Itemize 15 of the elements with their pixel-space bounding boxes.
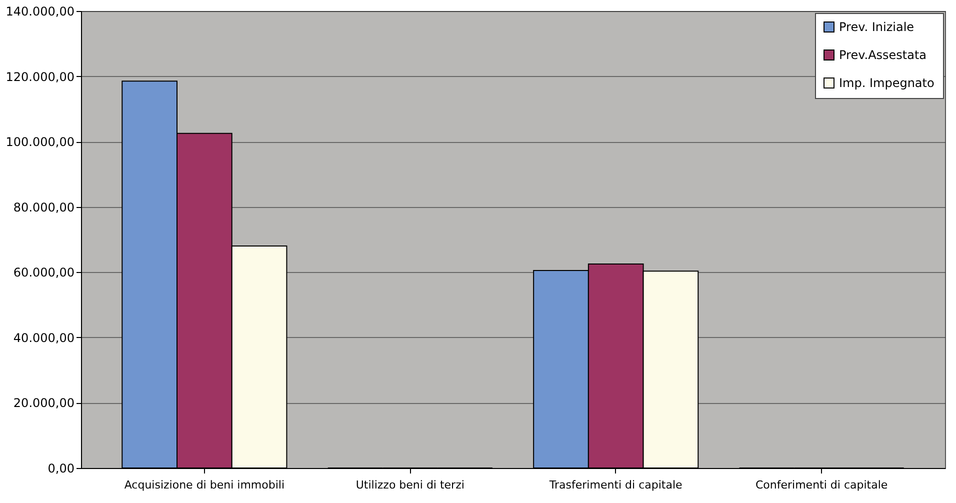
x-tick-label: Conferimenti di capitale — [755, 478, 888, 492]
y-tick-label: 40.000,00 — [13, 330, 74, 345]
y-tick-label: 100.000,00 — [6, 135, 74, 150]
y-tick-label: 60.000,00 — [13, 266, 74, 280]
legend-label: Imp. Impegnato — [839, 76, 934, 90]
y-tick-label: 120.000,00 — [6, 70, 74, 84]
x-tick-label: Utilizzo beni di terzi — [356, 478, 464, 492]
y-tick-label: 0,00 — [48, 462, 74, 476]
y-tick-label: 140.000,00 — [6, 4, 74, 18]
y-tick-label: 20.000,00 — [13, 396, 74, 410]
legend-label: Prev. Iniziale — [839, 20, 914, 34]
y-tick-label: 80.000,00 — [13, 200, 74, 214]
x-tick-label: Acquisizione di beni immobili — [124, 478, 285, 492]
legend-label: Prev.Assestata — [839, 48, 927, 62]
x-tick-label: Trasferimenti di capitale — [548, 478, 683, 492]
